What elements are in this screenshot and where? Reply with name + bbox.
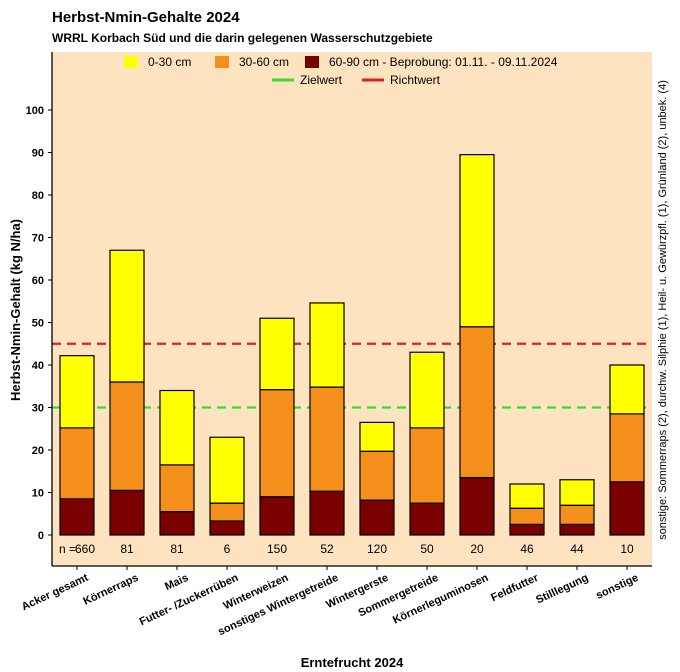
bar-segment-5-3 xyxy=(259,317,295,391)
n-value: 150 xyxy=(267,542,287,556)
n-value: 20 xyxy=(470,542,484,556)
x-tick-label: Mais xyxy=(163,572,190,593)
legend-label: Zielwert xyxy=(300,73,343,87)
x-tick-label: Feldfutter xyxy=(489,572,541,605)
y-tick-label: 70 xyxy=(32,233,44,245)
reference-lines xyxy=(52,342,652,409)
x-tick-label: Acker gesamt xyxy=(20,572,91,614)
bar-segment-10-2 xyxy=(509,507,545,525)
bar-segment-2-1 xyxy=(109,489,145,536)
side-note: sonstige: Sommerraps (2), durchw. Silphi… xyxy=(657,80,669,540)
n-value: 81 xyxy=(170,542,184,556)
bar-segment-4-2 xyxy=(209,502,245,522)
bar-segment-7-3 xyxy=(359,421,395,452)
legend-swatch xyxy=(305,56,319,68)
bar-segment-1-2 xyxy=(59,427,95,500)
legend-label: 30-60 cm xyxy=(239,55,289,69)
bar-segment-11-3 xyxy=(559,479,595,506)
bar-segment-11-1 xyxy=(559,523,595,536)
x-tick-label: Stilllegung xyxy=(534,572,590,607)
x-tick-label: Körnerleguminosen xyxy=(391,572,490,627)
bar-segment-1-1 xyxy=(59,498,95,536)
bar-segment-4-3 xyxy=(209,436,245,504)
bar-segment-6-3 xyxy=(309,302,345,388)
bar-segment-3-1 xyxy=(159,511,195,536)
legend-label: 0-30 cm xyxy=(148,55,191,69)
bar-segment-9-2 xyxy=(459,326,495,479)
n-value: 81 xyxy=(120,542,134,556)
x-tick-label: Körnerraps xyxy=(81,572,140,608)
plot-panel xyxy=(52,52,652,566)
y-tick-label: 60 xyxy=(32,275,44,287)
bar-segment-8-1 xyxy=(409,502,445,536)
bar-segment-5-2 xyxy=(259,389,295,498)
bar-segment-3-2 xyxy=(159,464,195,513)
sample-counts: n =660 81 81 6 150 52 120 50 20 46 44 10 xyxy=(59,542,634,556)
n-value: 50 xyxy=(420,542,434,556)
y-axis-label: Herbst-Nmin-Gehalt (kg N/ha) xyxy=(8,219,23,401)
y-tick-label: 90 xyxy=(32,148,44,160)
x-tick-label: sonstige xyxy=(594,572,640,602)
bar-segment-2-3 xyxy=(109,249,145,383)
bar-segment-4-1 xyxy=(209,520,245,536)
chart-title: Herbst-Nmin-Gehalte 2024 xyxy=(52,9,240,26)
bar-segment-10-3 xyxy=(509,483,545,509)
bar-segment-10-1 xyxy=(509,523,545,536)
bar-segment-9-1 xyxy=(459,477,495,536)
n-value: 120 xyxy=(367,542,387,556)
legend-label: Richtwert xyxy=(390,73,441,87)
bar-segment-12-3 xyxy=(609,364,645,415)
x-axis-label: Erntefrucht 2024 xyxy=(301,655,404,670)
bar-segment-11-2 xyxy=(559,504,595,525)
n-value: 46 xyxy=(520,542,534,556)
y-tick-label: 40 xyxy=(32,360,44,372)
bar-segment-8-2 xyxy=(409,427,445,504)
y-tick-label: 50 xyxy=(32,318,44,330)
bar-segment-12-1 xyxy=(609,481,645,536)
legend-swatch xyxy=(215,56,229,68)
bar-segment-2-2 xyxy=(109,381,145,491)
bars xyxy=(59,154,645,536)
n-value: 660 xyxy=(75,542,95,556)
bar-segment-3-3 xyxy=(159,389,195,466)
y-tick-label: 30 xyxy=(32,403,44,415)
y-tick-label: 80 xyxy=(32,190,44,202)
bar-segment-1-3 xyxy=(59,355,95,429)
bar-segment-6-1 xyxy=(309,490,345,536)
bar-segment-5-1 xyxy=(259,496,295,536)
bar-segment-9-3 xyxy=(459,154,495,328)
legend-label: 60-90 cm - Beprobung: 01.11. - 09.11.202… xyxy=(329,55,558,69)
bar-segment-7-1 xyxy=(359,499,395,536)
n-label: n = xyxy=(59,542,76,556)
y-tick-label: 100 xyxy=(26,105,44,117)
bar-segment-7-2 xyxy=(359,450,395,501)
y-tick-label: 0 xyxy=(38,530,44,542)
legend: 0-30 cm 30-60 cm 60-90 cm - Beprobung: 01.… xyxy=(124,55,558,87)
chart-subtitle: WRRL Korbach Süd und die darin gelegenen… xyxy=(52,31,433,45)
n-value: 52 xyxy=(320,542,334,556)
bar-segment-6-2 xyxy=(309,386,345,492)
y-tick-label: 10 xyxy=(32,488,44,500)
n-value: 6 xyxy=(224,542,231,556)
n-value: 10 xyxy=(620,542,634,556)
legend-swatch xyxy=(124,56,138,68)
n-value: 44 xyxy=(570,542,584,556)
y-tick-label: 20 xyxy=(32,445,44,457)
bar-segment-12-2 xyxy=(609,413,645,483)
bar-segment-8-3 xyxy=(409,351,445,429)
